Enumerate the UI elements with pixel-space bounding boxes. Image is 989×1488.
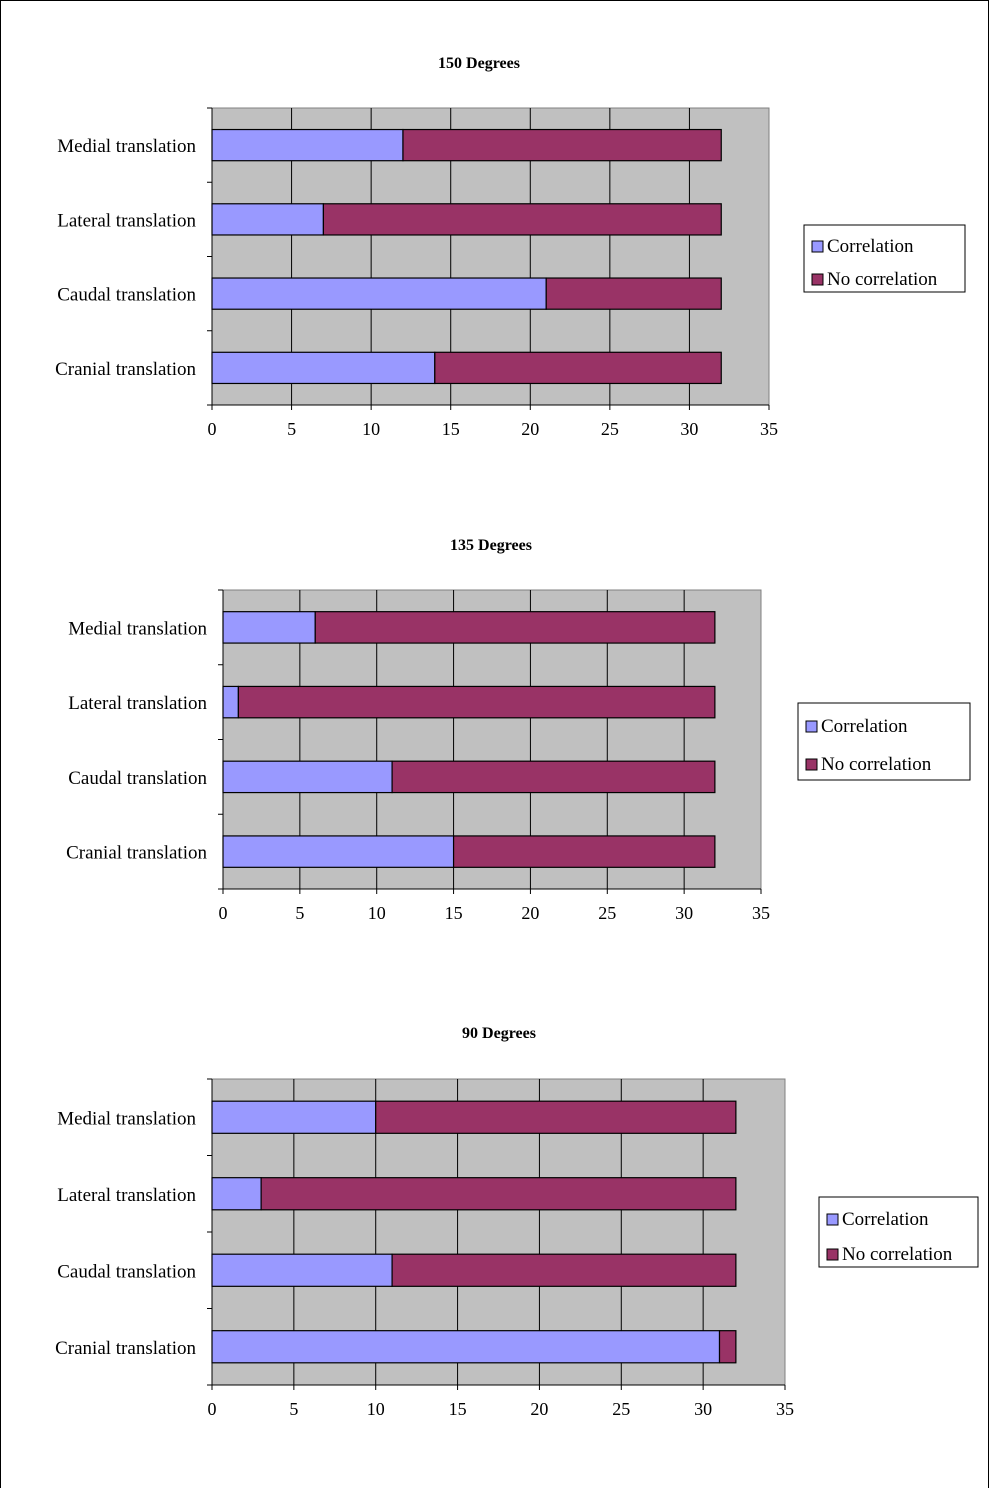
bar-correlation xyxy=(222,685,239,719)
category-label: Lateral translation xyxy=(57,1185,196,1206)
x-tick-label: 35 xyxy=(752,903,770,923)
bar-correlation xyxy=(222,611,316,644)
category-label: Medial translation xyxy=(68,618,207,639)
bar-correlation xyxy=(211,1100,377,1134)
x-tick-label: 5 xyxy=(295,903,304,923)
x-tick-label: 20 xyxy=(530,1399,548,1419)
x-tick-label: 30 xyxy=(675,903,693,923)
bar-correlation xyxy=(211,1330,721,1364)
bar-no-correlation xyxy=(718,1330,737,1364)
legend-box xyxy=(797,702,971,781)
bar-correlation xyxy=(222,835,455,868)
legend: Correlation No correlation xyxy=(797,702,971,781)
legend-label-no-correlation: No correlation xyxy=(821,754,932,775)
bar-correlation xyxy=(211,1177,262,1211)
x-tick-label: 25 xyxy=(601,419,619,439)
x-tick-label: 15 xyxy=(442,419,460,439)
legend-label-correlation: Correlation xyxy=(821,716,908,737)
legend-label-correlation: Correlation xyxy=(842,1209,929,1230)
chart-1: 150 Degrees 0 5 10 15 20 25 30 35 Cranial transla… xyxy=(55,55,966,439)
bar-correlation xyxy=(211,203,325,236)
category-label: Caudal translation xyxy=(57,285,196,306)
bar-no-correlation xyxy=(434,351,722,385)
x-tick-label: 5 xyxy=(289,1399,298,1419)
bar-correlation xyxy=(211,277,547,310)
x-tick-label: 15 xyxy=(449,1399,467,1419)
chart-title: 150 Degrees xyxy=(438,55,520,72)
legend-swatch-no-correlation xyxy=(805,758,818,771)
category-label: Lateral translation xyxy=(57,210,196,231)
legend-swatch-correlation xyxy=(805,720,818,733)
legend: Correlation No correlation xyxy=(803,224,966,293)
legend-box xyxy=(818,1196,979,1268)
chart-title: 135 Degrees xyxy=(450,537,532,554)
category-label: Cranial translation xyxy=(55,359,196,380)
category-label: Cranial translation xyxy=(66,843,207,864)
x-tick-label: 15 xyxy=(445,903,463,923)
x-tick-label: 10 xyxy=(368,903,386,923)
x-tick-label: 35 xyxy=(776,1399,794,1419)
legend-swatch-correlation xyxy=(826,1213,839,1226)
bar-correlation xyxy=(211,128,404,162)
x-tick-label: 20 xyxy=(521,419,539,439)
chart-title: 90 Degrees xyxy=(462,1025,536,1042)
bar-no-correlation xyxy=(375,1100,737,1134)
x-tick-label: 0 xyxy=(219,903,228,923)
legend-swatch-correlation xyxy=(811,240,824,253)
bar-no-correlation xyxy=(314,611,716,644)
legend-label-correlation: Correlation xyxy=(827,236,914,257)
x-tick-label: 30 xyxy=(694,1399,712,1419)
x-tick-label: 20 xyxy=(521,903,539,923)
bar-no-correlation xyxy=(545,277,722,310)
bar-no-correlation xyxy=(402,128,722,162)
legend-label-no-correlation: No correlation xyxy=(827,269,938,290)
x-tick-label: 0 xyxy=(208,1399,217,1419)
bar-correlation xyxy=(211,1253,393,1287)
bar-no-correlation xyxy=(391,1253,737,1287)
x-tick-label: 25 xyxy=(598,903,616,923)
x-tick-label: 10 xyxy=(367,1399,385,1419)
legend-box xyxy=(803,224,966,293)
x-tick-label: 10 xyxy=(362,419,380,439)
category-label: Cranial translation xyxy=(55,1338,196,1359)
category-label: Lateral translation xyxy=(68,693,207,714)
bar-no-correlation xyxy=(260,1177,737,1211)
category-label: Medial translation xyxy=(57,1108,196,1129)
x-tick-label: 5 xyxy=(287,419,296,439)
bar-correlation xyxy=(211,351,436,385)
chart-2: 135 Degrees 0 5 10 15 20 25 30 35 Cranial transla… xyxy=(66,537,971,923)
bar-no-correlation xyxy=(237,685,716,719)
legend-label-no-correlation: No correlation xyxy=(842,1244,953,1265)
bar-correlation xyxy=(222,760,393,794)
chart-3: 90 Degrees 0 5 10 15 20 25 30 35 Cranial translat… xyxy=(55,1025,979,1419)
category-label: Medial translation xyxy=(57,136,196,157)
x-tick-label: 35 xyxy=(760,419,778,439)
x-tick-label: 30 xyxy=(680,419,698,439)
legend-swatch-no-correlation xyxy=(811,273,824,286)
legend: Correlation No correlation xyxy=(818,1196,979,1268)
x-tick-label: 25 xyxy=(612,1399,630,1419)
legend-swatch-no-correlation xyxy=(826,1248,839,1261)
x-tick-label: 0 xyxy=(208,419,217,439)
bar-no-correlation xyxy=(452,835,716,868)
bar-no-correlation xyxy=(391,760,716,794)
bar-no-correlation xyxy=(322,203,722,236)
category-label: Caudal translation xyxy=(57,1261,196,1282)
category-label: Caudal translation xyxy=(68,768,207,789)
